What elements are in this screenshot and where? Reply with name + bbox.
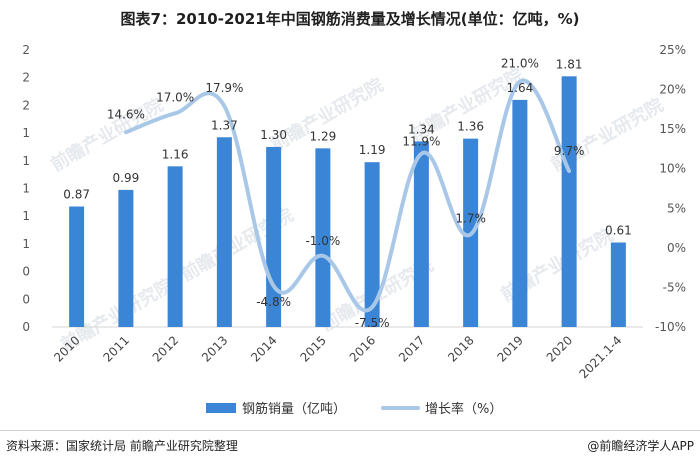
x-axis-tick-label: 2011 — [100, 333, 131, 364]
bar-value-label: 1.64 — [507, 81, 534, 95]
left-axis-tick-label: 1 — [22, 237, 30, 251]
right-axis-tick-label: 5% — [667, 201, 686, 215]
right-axis-tick-label: 0% — [667, 241, 686, 255]
bar — [69, 206, 85, 327]
right-axis-tick-label: 15% — [659, 122, 686, 136]
bar — [364, 162, 380, 327]
left-axis-tick-label: 2 — [22, 98, 30, 112]
left-axis-tick-label: 0 — [22, 320, 30, 334]
left-axis-tick-label: 0 — [22, 265, 30, 279]
left-axis-tick-label: 0 — [22, 292, 30, 306]
brand-credit: @前瞻经济学人APP — [587, 439, 694, 453]
footer-divider — [0, 430, 700, 431]
bar-value-label: 0.99 — [113, 171, 140, 185]
line-value-label: 11.9% — [402, 135, 440, 149]
left-axis-tick-label: 1 — [22, 209, 30, 223]
line-value-label: 9.7% — [554, 144, 585, 158]
bar-value-label: 1.19 — [359, 143, 386, 157]
right-axis-tick-label: 25% — [659, 43, 686, 57]
x-axis-tick-label: 2015 — [297, 333, 328, 364]
watermark-text: 前瞻产业研究院 — [47, 94, 167, 176]
x-axis-tick-label: 2021.1-4 — [576, 333, 624, 381]
source-note: 资料来源：国家统计局 前瞻产业研究院整理 — [6, 439, 238, 453]
right-axis-tick-label: -10% — [655, 320, 686, 334]
bar — [167, 166, 183, 327]
legend-line-label: 增长率（%） — [425, 401, 502, 417]
right-axis-tick-label: 20% — [659, 83, 686, 97]
x-axis-tick-label: 2018 — [445, 333, 476, 364]
left-axis-tick-label: 1 — [22, 126, 30, 140]
bar — [561, 76, 577, 327]
x-axis-tick-label: 2016 — [347, 333, 378, 364]
bar — [216, 137, 232, 327]
growth-rate-line — [123, 78, 572, 313]
right-axis-tick-label: -5% — [663, 280, 686, 294]
bar — [512, 99, 528, 327]
bar-value-label: 1.36 — [457, 120, 484, 134]
bar-value-label: 1.16 — [162, 147, 189, 161]
line-value-label: 17.0% — [156, 90, 194, 104]
bar — [118, 189, 134, 327]
bar-value-label: 0.87 — [63, 188, 90, 202]
chart-title: 图表7：2010-2021年中国钢筋消费量及增长情况(单位：亿吨，%) — [120, 10, 580, 28]
x-axis-tick-label: 2019 — [494, 333, 525, 364]
line-value-label: -7.5% — [355, 316, 390, 330]
bar-value-label: 0.61 — [605, 224, 632, 238]
bar — [413, 141, 429, 327]
bar — [610, 242, 626, 327]
bar-value-label: 1.30 — [260, 128, 287, 142]
line-value-label: 1.7% — [455, 211, 486, 225]
line-value-label: -1.0% — [305, 234, 340, 248]
left-axis-tick-label: 1 — [22, 154, 30, 168]
bar-value-label: 1.29 — [310, 129, 337, 143]
left-axis-tick-label: 1 — [22, 182, 30, 196]
x-axis-tick-label: 2020 — [544, 333, 575, 364]
line-value-label: 17.9% — [205, 81, 243, 95]
x-axis-tick-label: 2014 — [248, 333, 279, 364]
legend-bar-swatch — [206, 403, 236, 413]
x-axis-tick-label: 2012 — [150, 333, 181, 364]
bar-value-label: 1.81 — [556, 57, 583, 71]
legend-bar-label: 钢筋销量（亿吨） — [242, 401, 346, 417]
bar-value-label: 1.37 — [211, 118, 238, 132]
left-axis-tick-label: 2 — [22, 43, 30, 57]
left-axis-tick-label: 2 — [22, 71, 30, 85]
right-axis-tick-label: 10% — [659, 162, 686, 176]
line-value-label: 14.6% — [107, 107, 145, 121]
bar-value-label: 1.34 — [408, 122, 435, 136]
line-value-label: 21.0% — [501, 57, 539, 71]
line-value-label: -4.8% — [256, 295, 291, 309]
x-axis-tick-label: 2017 — [396, 333, 427, 364]
bar — [315, 148, 331, 327]
x-axis-tick-label: 2013 — [199, 333, 230, 364]
